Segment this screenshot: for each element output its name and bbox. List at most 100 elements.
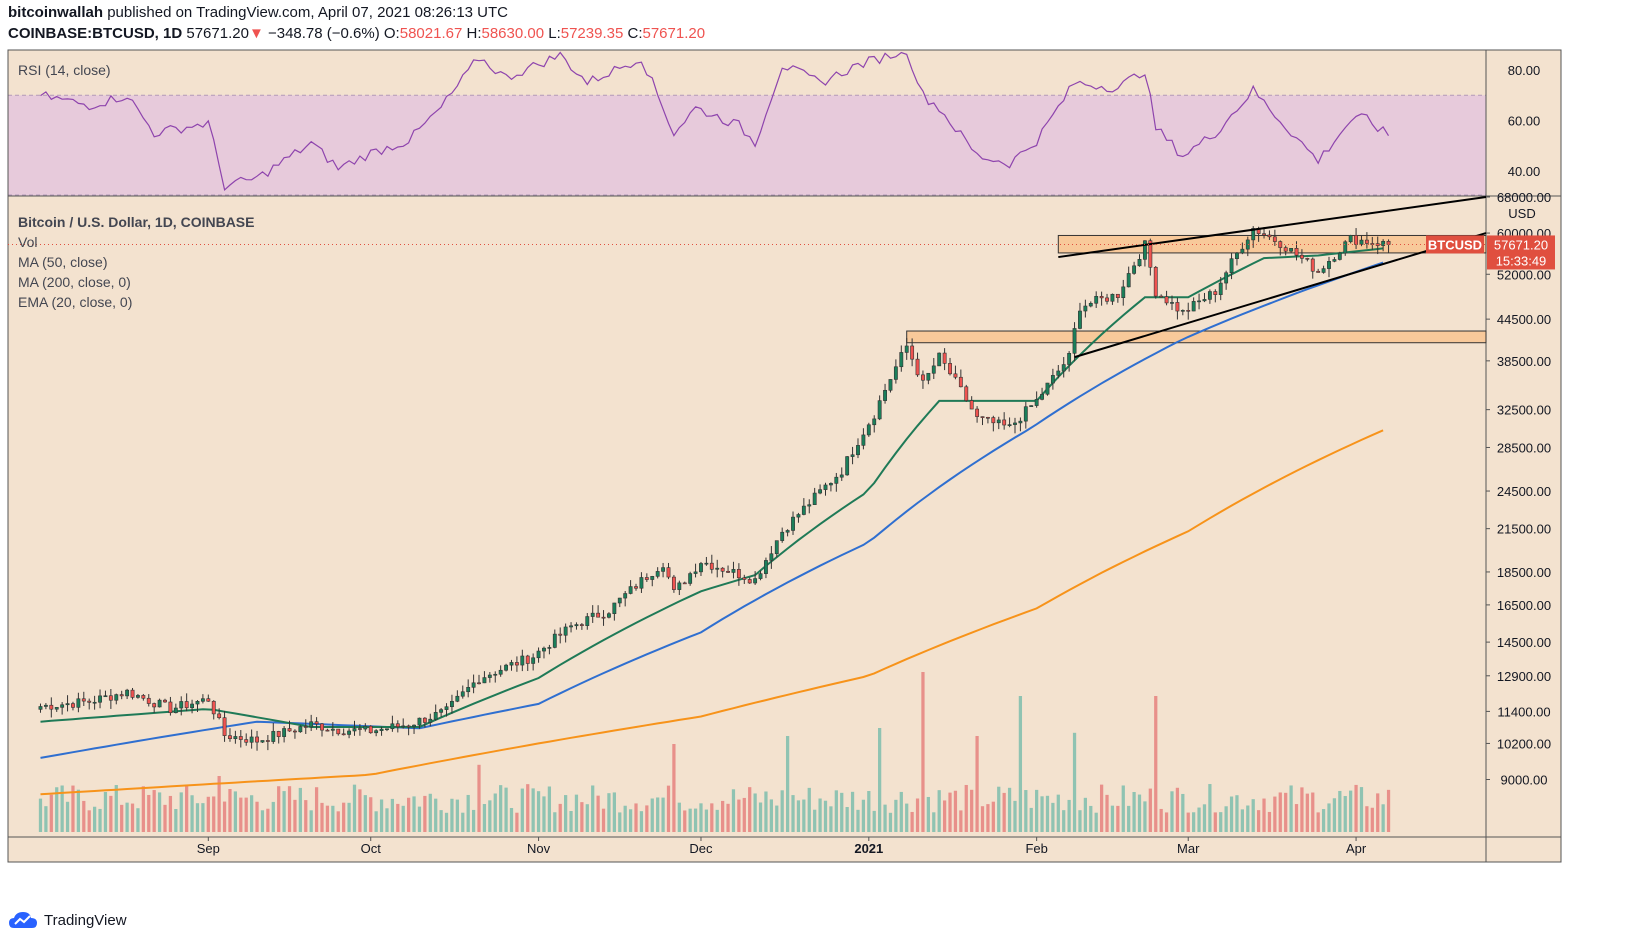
volume-bar	[1246, 805, 1250, 832]
candle	[336, 728, 341, 736]
volume-bar	[677, 802, 681, 832]
volume-bar	[785, 736, 790, 832]
candle	[498, 665, 503, 677]
volume-bar	[407, 797, 411, 832]
candle	[417, 717, 422, 729]
candle-body	[1137, 259, 1142, 267]
volume-bar	[1262, 798, 1266, 832]
candle	[363, 723, 368, 732]
ohlc-line: COINBASE:BTCUSD, 1D 57671.20▼ −348.78 (−…	[8, 25, 705, 42]
volume-bar	[634, 803, 638, 832]
candle-body	[699, 563, 703, 573]
candle-body	[758, 573, 763, 579]
candle-body	[81, 698, 86, 702]
candle-body	[422, 717, 427, 723]
volume-bar	[910, 811, 914, 832]
candle	[276, 730, 281, 744]
candle	[374, 729, 379, 737]
volume-bar	[44, 806, 48, 832]
candle	[54, 707, 59, 712]
volume-bar	[531, 788, 535, 832]
candle	[1359, 235, 1364, 247]
price-tick-label: 68000.00	[1497, 190, 1551, 205]
candle	[1202, 292, 1207, 303]
candle	[1207, 289, 1212, 304]
candle	[390, 715, 395, 732]
candle-body	[1202, 299, 1207, 302]
volume-bar	[1018, 696, 1023, 832]
candle-body	[1348, 235, 1353, 243]
candle	[482, 671, 487, 684]
candle-body	[325, 729, 330, 732]
price-tag-countdown: 15:33:49	[1496, 253, 1547, 268]
volume-bar	[704, 809, 709, 832]
volume-bar	[699, 803, 703, 832]
volume-bar	[742, 797, 746, 832]
volume-bar	[796, 800, 801, 832]
volume-bar	[569, 810, 573, 832]
candle	[953, 365, 958, 380]
volume-bar	[92, 806, 97, 832]
volume-bar	[753, 793, 757, 832]
candle	[948, 357, 952, 376]
candle	[433, 704, 438, 721]
candle	[812, 487, 817, 505]
candle-body	[428, 718, 433, 723]
price-tag-value: 57671.20	[1494, 237, 1548, 252]
trendline-1	[1058, 196, 1487, 259]
candle-body	[1283, 247, 1288, 252]
volume-bars	[38, 672, 1391, 832]
volume-bar	[813, 809, 817, 832]
open-label: O:	[383, 25, 400, 42]
candle	[103, 690, 108, 698]
low-label: L:	[548, 25, 561, 42]
candle-body	[1305, 258, 1310, 260]
candle	[81, 691, 86, 706]
candle	[71, 701, 75, 711]
candle-body	[1310, 258, 1315, 272]
volume-bar	[471, 809, 476, 832]
candle	[1213, 289, 1218, 303]
volume-bar	[1300, 787, 1304, 832]
author-name[interactable]: bitcoinwallah	[8, 4, 104, 21]
candle-body	[379, 728, 384, 731]
price-tick-label: 16500.00	[1497, 598, 1551, 613]
candle	[682, 581, 687, 585]
candle-body	[558, 633, 563, 636]
rsi-band	[8, 95, 1486, 196]
volume-bar	[120, 804, 124, 832]
chart-frame	[7, 49, 1562, 863]
candle	[1191, 297, 1196, 312]
open-value: 58021.67	[399, 25, 463, 42]
candle	[655, 567, 660, 579]
candle-body	[1213, 291, 1218, 295]
volume-bar	[298, 787, 302, 832]
candle-body	[861, 434, 866, 446]
candle	[1267, 230, 1272, 240]
candle	[525, 654, 530, 671]
candle-body	[374, 730, 379, 734]
volume-bar	[233, 791, 238, 832]
volume-bar	[1094, 812, 1098, 832]
candle	[644, 573, 649, 582]
volume-bar	[109, 795, 113, 832]
candle	[146, 694, 151, 707]
candle	[255, 730, 259, 751]
candle-body	[780, 531, 785, 541]
candle-body	[1126, 273, 1131, 288]
candle-body	[493, 673, 498, 676]
candle	[119, 690, 124, 700]
volume-bar	[352, 784, 357, 832]
volume-bar	[834, 790, 838, 832]
volume-bar	[466, 794, 470, 832]
candle	[569, 622, 573, 633]
tradingview-logo[interactable]: TradingView	[8, 910, 127, 930]
candle	[688, 571, 693, 586]
volume-bar	[277, 786, 281, 832]
candle-body	[1381, 241, 1386, 246]
candle	[693, 563, 698, 578]
volume-bar	[715, 809, 719, 832]
candle-body	[785, 530, 790, 533]
candle-body	[666, 567, 671, 578]
